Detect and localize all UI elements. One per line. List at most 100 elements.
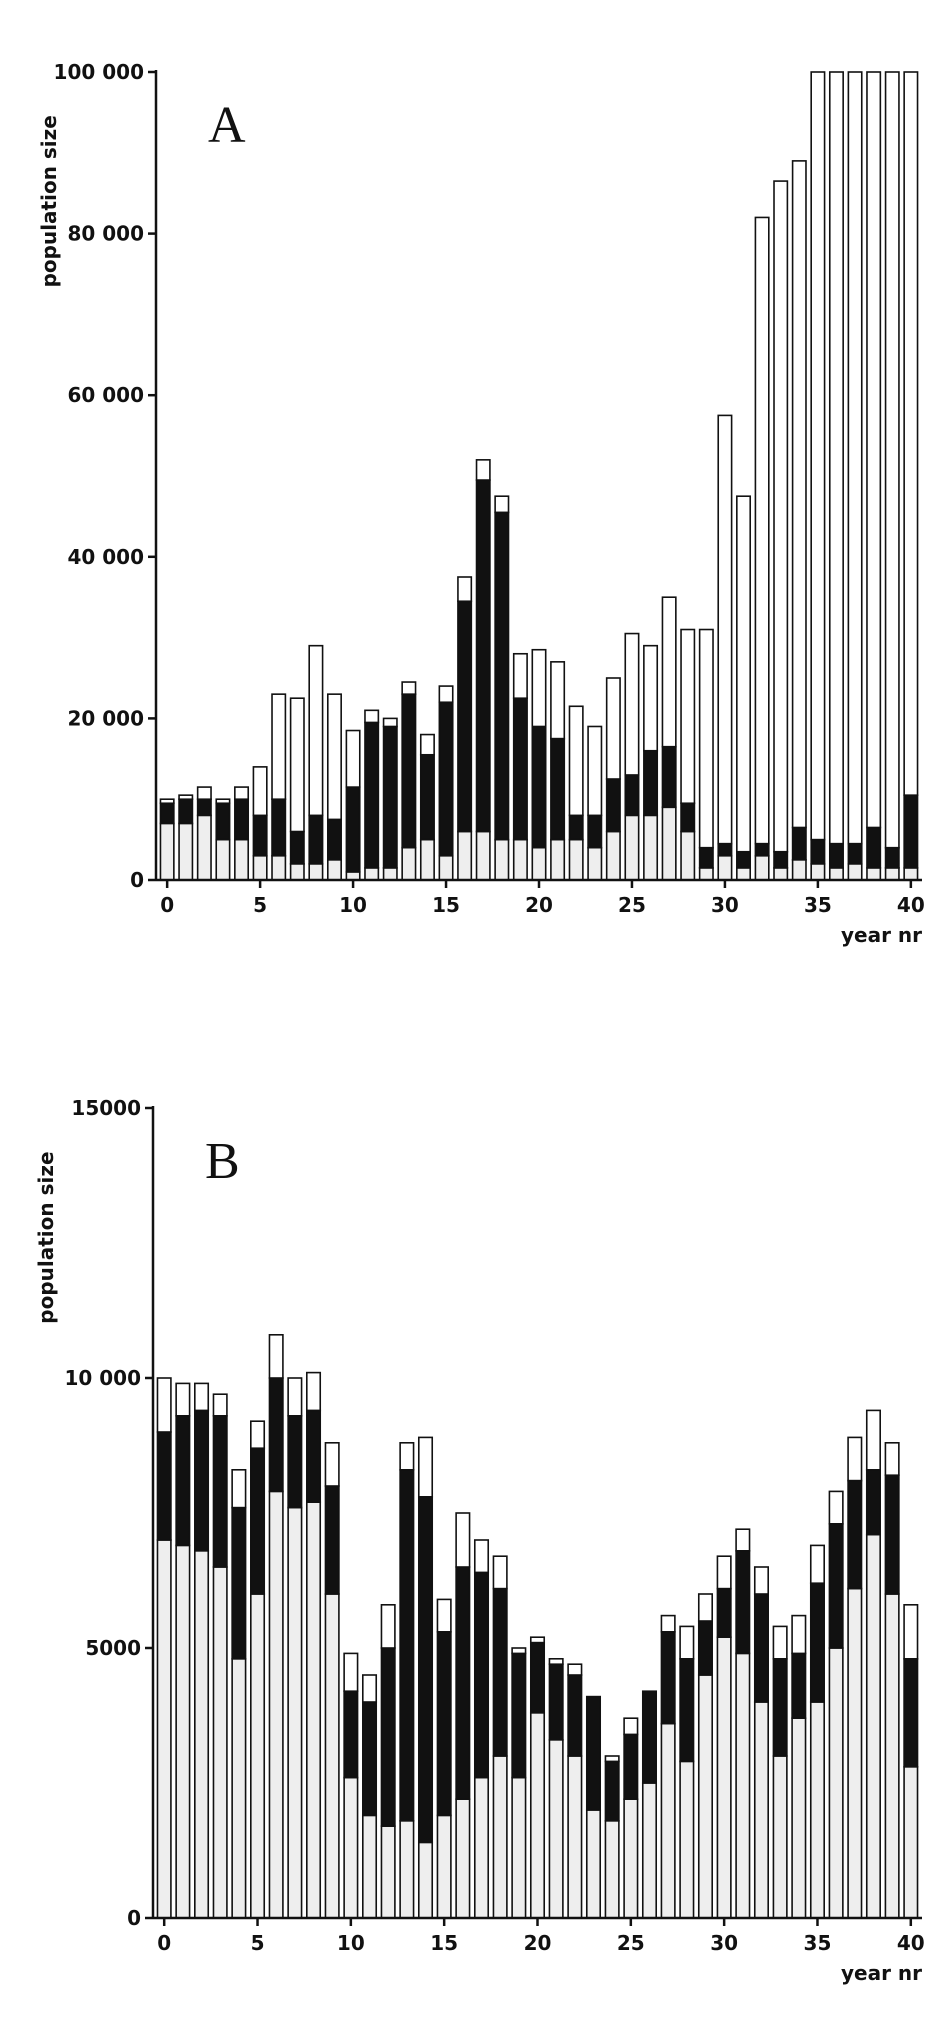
bar-segment [698,628,714,849]
bar-segment [754,854,770,881]
bar-segment [178,798,194,825]
bar-segment [457,830,473,881]
panel-label: B [205,1133,240,1190]
x-tick-label: 15 [430,1931,458,1955]
bar-segment [810,71,826,841]
bar-segment [847,1479,863,1590]
bar-segment [364,867,380,881]
bar-segment [326,818,342,861]
bar-segment [773,850,789,869]
bar-segment [847,1436,863,1482]
panel-label: A [208,97,246,154]
bar-segment [661,596,677,748]
x-tick-label: 35 [804,893,832,917]
bar-segment [401,846,417,881]
bar-segment [250,1420,266,1449]
y-tick-label: 40 000 [67,545,144,569]
bar-segment [271,854,287,881]
bar-segment [866,826,882,869]
x-axis-title: year nr [841,1961,922,1985]
bar-segment [178,822,194,881]
bar-segment [324,1485,340,1595]
bar-segment [455,1798,471,1919]
bar-segment [754,842,770,857]
bar-segment [810,863,826,881]
bar-segment [457,576,473,603]
bar-segment [343,1690,359,1779]
y-tick-label: 10 000 [64,1366,141,1390]
bar-segment [343,1652,359,1693]
bar-segment [753,1593,770,1703]
bar-segment [159,798,175,805]
bar-segment [492,1755,508,1919]
bar-segment [605,778,621,833]
bar-segment [679,1658,695,1763]
bar-segment [585,1695,602,1811]
bar-segment [399,1442,415,1471]
bar-segment [660,1631,676,1725]
bar-segment [735,1550,751,1655]
bar-segment [252,854,268,881]
bar-segment [585,1809,602,1919]
bar-segment [531,846,547,881]
bar-segment [884,846,900,869]
bar-segment [345,786,361,873]
bar-segment [791,1614,807,1655]
bar-segment [215,838,231,881]
bar-segment [475,830,491,881]
bar-segment [550,661,566,740]
bar-segment [810,838,826,865]
bar-segment [401,693,417,849]
bar-segment [250,1593,266,1919]
bar-segment [215,798,231,805]
bar-segment [175,1544,191,1919]
bar-segment [568,838,584,881]
bar-segment [231,1469,247,1509]
bar-segment [289,863,305,881]
y-tick-label: 60 000 [67,383,144,407]
bar-segment [791,826,807,861]
bar-segment [380,1604,396,1649]
bar-segment [212,1415,228,1568]
bar-segment [641,1690,658,1784]
y-tick-label: 0 [130,868,144,892]
bar-segment [698,846,714,869]
y-tick-label: 5000 [85,1636,141,1660]
bar-segment [196,814,212,881]
x-tick-label: 5 [251,1931,265,1955]
y-tick-label: 100 000 [54,60,144,84]
bar-segment [772,1755,788,1919]
bar-segment [512,652,528,700]
bar-segment [736,850,752,869]
bar-segment [809,1582,825,1703]
bar-segment [252,814,268,857]
bar-segment [308,863,324,881]
bar-segment [492,1555,508,1590]
bar-segment [324,1593,340,1919]
bar-segment [567,1663,583,1676]
bar-segment [754,216,770,845]
bar-segment [550,838,566,881]
x-tick-label: 20 [524,1931,552,1955]
y-tick-label: 80 000 [67,222,144,246]
bar-segment [531,648,547,728]
bar-segment [661,745,677,809]
bar-segment [847,863,863,881]
bar-segment [903,1658,919,1768]
bar-segment [419,753,435,841]
y-axis-title: population size [34,1151,58,1323]
bar-segment [717,854,733,881]
bar-segment [438,701,454,857]
bar-segment [717,842,733,857]
bar-segment [473,1776,490,1919]
bar-segment [604,1820,620,1919]
bar-segment [623,1733,639,1801]
bar-segment [828,1523,844,1649]
bar-segment [753,1701,770,1919]
bar-segment [231,1506,247,1660]
bar-segment [884,1442,900,1477]
bar-segment [828,867,844,881]
bar-segment [884,71,900,849]
bar-segment [308,814,324,865]
bar-segment [753,1566,770,1595]
